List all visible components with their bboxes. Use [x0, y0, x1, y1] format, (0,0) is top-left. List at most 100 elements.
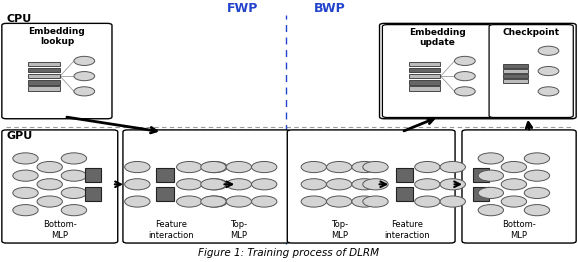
Bar — [28, 68, 60, 72]
Circle shape — [501, 161, 527, 173]
Circle shape — [327, 179, 352, 190]
Bar — [157, 168, 173, 182]
Circle shape — [61, 187, 87, 199]
Circle shape — [13, 153, 38, 164]
Circle shape — [251, 161, 277, 173]
FancyBboxPatch shape — [462, 130, 576, 243]
Circle shape — [327, 196, 352, 207]
Bar — [409, 68, 440, 72]
Bar — [85, 187, 101, 200]
Circle shape — [454, 87, 475, 96]
Circle shape — [363, 161, 388, 173]
Bar — [473, 187, 489, 200]
Text: CPU: CPU — [6, 14, 32, 24]
Circle shape — [454, 56, 475, 66]
Circle shape — [201, 196, 226, 207]
Circle shape — [74, 56, 95, 66]
Circle shape — [74, 87, 95, 96]
Circle shape — [352, 161, 377, 173]
Bar — [503, 74, 528, 78]
FancyBboxPatch shape — [2, 130, 118, 243]
Circle shape — [538, 67, 559, 76]
Circle shape — [524, 170, 550, 181]
Text: Embedding
update: Embedding update — [409, 28, 466, 47]
Circle shape — [363, 196, 388, 207]
Circle shape — [37, 161, 62, 173]
Circle shape — [61, 170, 87, 181]
Circle shape — [501, 196, 527, 207]
Bar — [409, 80, 440, 85]
Circle shape — [352, 196, 377, 207]
Bar — [473, 168, 489, 182]
Circle shape — [125, 196, 150, 207]
Text: GPU: GPU — [6, 131, 33, 141]
Circle shape — [301, 196, 327, 207]
Circle shape — [226, 196, 251, 207]
Text: Feature
interaction: Feature interaction — [148, 220, 194, 240]
Circle shape — [201, 179, 226, 190]
Bar — [28, 86, 60, 91]
Circle shape — [524, 153, 550, 164]
Circle shape — [125, 179, 150, 190]
Text: Figure 1: Training process of DLRM: Figure 1: Training process of DLRM — [198, 248, 380, 258]
Circle shape — [226, 161, 251, 173]
Text: Top-
MLP: Top- MLP — [230, 220, 247, 240]
Circle shape — [440, 196, 465, 207]
Circle shape — [202, 196, 227, 207]
Circle shape — [478, 170, 503, 181]
Circle shape — [524, 187, 550, 199]
Bar — [503, 64, 528, 68]
FancyBboxPatch shape — [489, 25, 573, 117]
Circle shape — [414, 179, 440, 190]
Text: Bottom-
MLP: Bottom- MLP — [502, 220, 536, 240]
Bar — [396, 187, 413, 200]
Bar — [28, 80, 60, 85]
Circle shape — [13, 170, 38, 181]
Circle shape — [37, 179, 62, 190]
Text: Bottom-
MLP: Bottom- MLP — [43, 220, 77, 240]
Circle shape — [251, 179, 277, 190]
FancyBboxPatch shape — [2, 23, 112, 119]
Bar — [409, 86, 440, 91]
Circle shape — [37, 196, 62, 207]
Bar — [503, 79, 528, 83]
Bar — [85, 168, 101, 182]
Circle shape — [327, 161, 352, 173]
Circle shape — [440, 161, 465, 173]
FancyBboxPatch shape — [123, 130, 291, 243]
Circle shape — [454, 72, 475, 81]
FancyBboxPatch shape — [383, 25, 492, 117]
Circle shape — [440, 179, 465, 190]
Bar — [157, 187, 173, 200]
Circle shape — [301, 179, 327, 190]
Bar — [409, 62, 440, 66]
Circle shape — [201, 161, 226, 173]
Circle shape — [538, 46, 559, 55]
Bar — [28, 62, 60, 66]
Circle shape — [13, 205, 38, 216]
Bar — [503, 69, 528, 73]
Circle shape — [352, 179, 377, 190]
Circle shape — [61, 205, 87, 216]
Text: Feature
interaction: Feature interaction — [384, 220, 430, 240]
Circle shape — [13, 187, 38, 199]
Circle shape — [524, 205, 550, 216]
Bar — [396, 168, 413, 182]
Circle shape — [478, 187, 503, 199]
Bar — [28, 74, 60, 78]
Circle shape — [74, 72, 95, 81]
Circle shape — [301, 161, 327, 173]
Circle shape — [125, 161, 150, 173]
Text: Top-
MLP: Top- MLP — [331, 220, 348, 240]
Text: Embedding
lookup: Embedding lookup — [28, 27, 86, 46]
Circle shape — [478, 205, 503, 216]
Circle shape — [478, 153, 503, 164]
Circle shape — [501, 179, 527, 190]
Circle shape — [61, 153, 87, 164]
Circle shape — [363, 179, 388, 190]
Circle shape — [176, 196, 202, 207]
Circle shape — [414, 196, 440, 207]
Circle shape — [176, 161, 202, 173]
Circle shape — [202, 161, 227, 173]
Text: BWP: BWP — [313, 2, 345, 15]
